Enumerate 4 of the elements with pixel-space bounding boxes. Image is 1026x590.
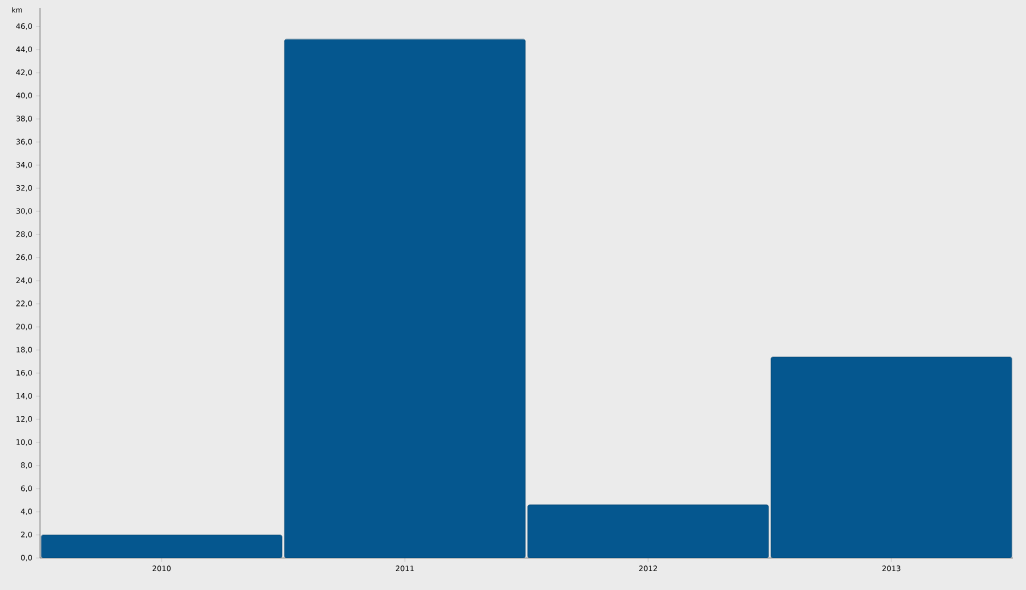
- bar: [770, 356, 1012, 558]
- bar: [527, 504, 769, 558]
- bar: [41, 534, 283, 558]
- bar: [284, 39, 526, 558]
